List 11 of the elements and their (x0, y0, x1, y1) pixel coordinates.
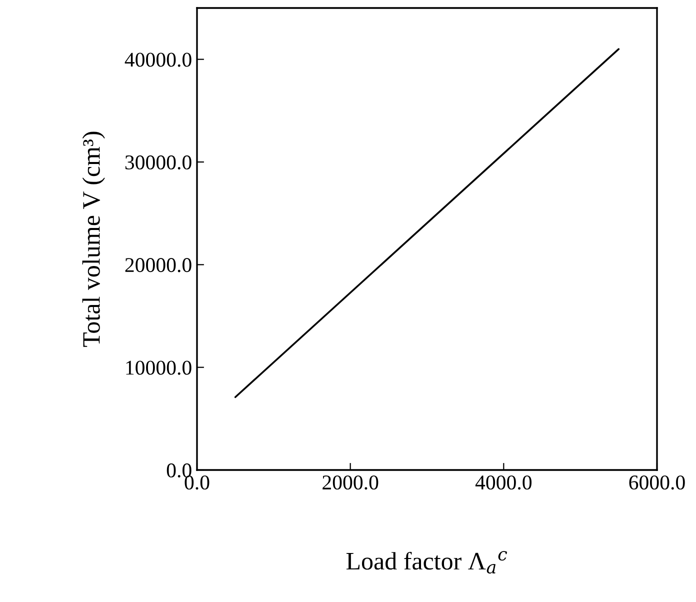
y-tick-label: 20000.0 (125, 258, 192, 272)
y-tick-label: 40000.0 (124, 52, 192, 67)
y-tick-label: 30000.0 (125, 155, 192, 170)
x-tick-label: 0.0 (184, 475, 210, 490)
y-tick-label: 0.0 (166, 463, 192, 478)
y-axis-title: Total volume V (cm³) (82, 132, 105, 347)
y-tick-label: 10000.0 (126, 360, 192, 375)
x-tick-label: 6000.0 (629, 475, 685, 490)
x-axis-title: Load factor Λ$_{a}$$^{c}$ (346, 551, 508, 574)
x-tick-label: 4000.0 (475, 475, 532, 490)
x-tick-label: 2000.0 (322, 475, 378, 490)
